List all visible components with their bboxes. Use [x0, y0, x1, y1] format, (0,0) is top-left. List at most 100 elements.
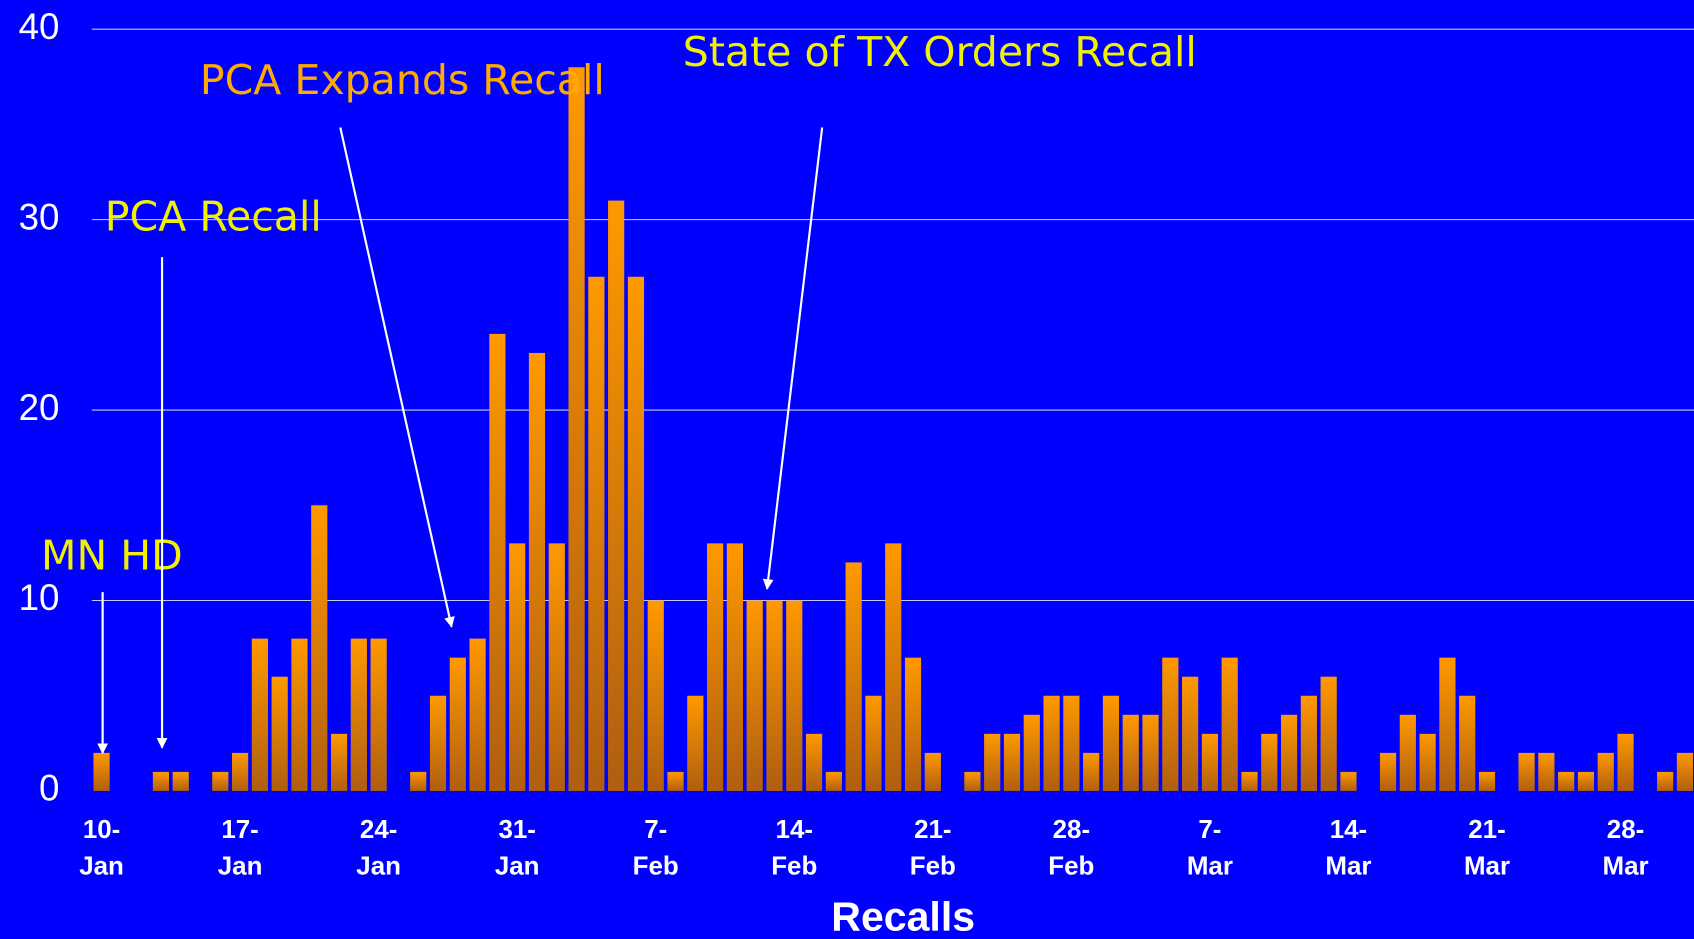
- bar: [410, 771, 427, 791]
- bar: [1142, 714, 1159, 791]
- x-axis-label: Recalls: [831, 893, 975, 939]
- x-tick-label-line: 21-: [1468, 816, 1505, 844]
- bar: [865, 695, 882, 791]
- bar: [251, 638, 268, 791]
- x-tick-label: 14- Feb: [771, 816, 817, 881]
- bar: [1201, 733, 1219, 791]
- y-tick-label: 40: [19, 6, 60, 47]
- bar: [152, 771, 170, 791]
- x-tick-label-line: 17-: [221, 816, 258, 844]
- bar: [627, 276, 645, 791]
- bar: [1676, 752, 1694, 791]
- x-tick-label-line: Jan: [79, 853, 124, 881]
- bar: [1439, 657, 1456, 791]
- bar: [1399, 714, 1416, 791]
- bar: [1182, 676, 1199, 791]
- bar: [1083, 752, 1100, 791]
- bar: [924, 752, 941, 791]
- x-tick-label: 28- Mar: [1602, 816, 1648, 881]
- y-tick-label: 10: [19, 577, 60, 618]
- x-tick-label-line: 14-: [776, 816, 813, 844]
- bar: [964, 771, 981, 791]
- x-tick-label-line: 7-: [644, 816, 667, 844]
- bar: [1221, 657, 1238, 791]
- bar: [1419, 733, 1436, 791]
- x-tick-label-line: Jan: [356, 853, 401, 881]
- x-tick-label: 21- Feb: [910, 816, 956, 881]
- x-tick-label: 17- Jan: [218, 816, 263, 881]
- bar: [904, 657, 922, 791]
- bar: [588, 276, 605, 791]
- x-tick-label: 14- Mar: [1325, 816, 1371, 881]
- y-tick-label: 20: [19, 387, 60, 428]
- bar: [1300, 695, 1317, 791]
- x-tick-label-line: Feb: [910, 853, 956, 881]
- bar: [1657, 771, 1674, 791]
- x-tick-label-line: 28-: [1607, 816, 1644, 844]
- annotation: MN HD: [41, 532, 183, 580]
- bar: [548, 543, 565, 791]
- bar: [1122, 714, 1139, 791]
- bar: [291, 638, 308, 791]
- x-tick-label-line: 31-: [498, 816, 535, 844]
- bar: [1063, 695, 1080, 791]
- x-tick-label-line: Feb: [633, 853, 679, 881]
- x-tick-label-line: Mar: [1602, 853, 1648, 881]
- bar: [1597, 752, 1614, 791]
- bar: [350, 638, 367, 791]
- bar: [449, 657, 466, 791]
- bar: [845, 562, 862, 791]
- bar: [370, 638, 387, 791]
- x-tick-label: 31- Jan: [495, 816, 540, 881]
- bar: [1538, 752, 1555, 791]
- bar: [212, 771, 229, 791]
- x-tick-label-line: Mar: [1187, 853, 1233, 881]
- bar: [1280, 714, 1298, 791]
- x-tick-label: 24- Jan: [356, 816, 401, 881]
- bar: [1003, 733, 1021, 791]
- bar: [984, 733, 1001, 791]
- x-tick-label: 7- Feb: [633, 816, 679, 881]
- bar: [667, 771, 684, 791]
- bar: [1459, 695, 1476, 791]
- bar: [1617, 733, 1634, 791]
- bar: [1241, 771, 1258, 791]
- bar: [1320, 676, 1337, 791]
- x-tick-label-line: 21-: [914, 816, 951, 844]
- bar: [687, 695, 704, 791]
- x-tick-label: 7- Mar: [1187, 816, 1233, 881]
- x-tick-label-line: 10-: [83, 816, 120, 844]
- bar: [746, 600, 763, 791]
- x-tick-label-line: Jan: [495, 853, 540, 881]
- bar: [469, 638, 486, 791]
- x-tick-label-line: 24-: [360, 816, 397, 844]
- bar: [528, 352, 546, 791]
- bar: [1340, 771, 1357, 791]
- bar: [489, 333, 506, 791]
- bar: [509, 543, 526, 791]
- x-tick-label-line: 14-: [1330, 816, 1367, 844]
- annotation: PCA Expands Recall: [200, 56, 605, 104]
- x-tick-label-line: Mar: [1325, 853, 1371, 881]
- x-tick-label-line: 7-: [1198, 816, 1221, 844]
- bar: [1162, 657, 1179, 791]
- bar: [726, 543, 744, 791]
- bar: [1577, 771, 1595, 791]
- annotation: PCA Recall: [105, 192, 322, 240]
- bar: [1023, 714, 1040, 791]
- bar: [1518, 752, 1535, 791]
- bar: [330, 733, 348, 791]
- bar: [271, 676, 288, 791]
- bar: [1379, 752, 1397, 791]
- bar: [1261, 733, 1278, 791]
- bar: [1558, 771, 1575, 791]
- annotation: State of TX Orders Recall: [683, 28, 1197, 76]
- x-tick-label-line: Feb: [771, 853, 817, 881]
- bar: [172, 771, 189, 791]
- x-tick-label-line: 28-: [1053, 816, 1090, 844]
- y-tick-label: 0: [39, 768, 59, 809]
- bar: [429, 695, 447, 791]
- x-tick-label: 10- Jan: [79, 816, 124, 881]
